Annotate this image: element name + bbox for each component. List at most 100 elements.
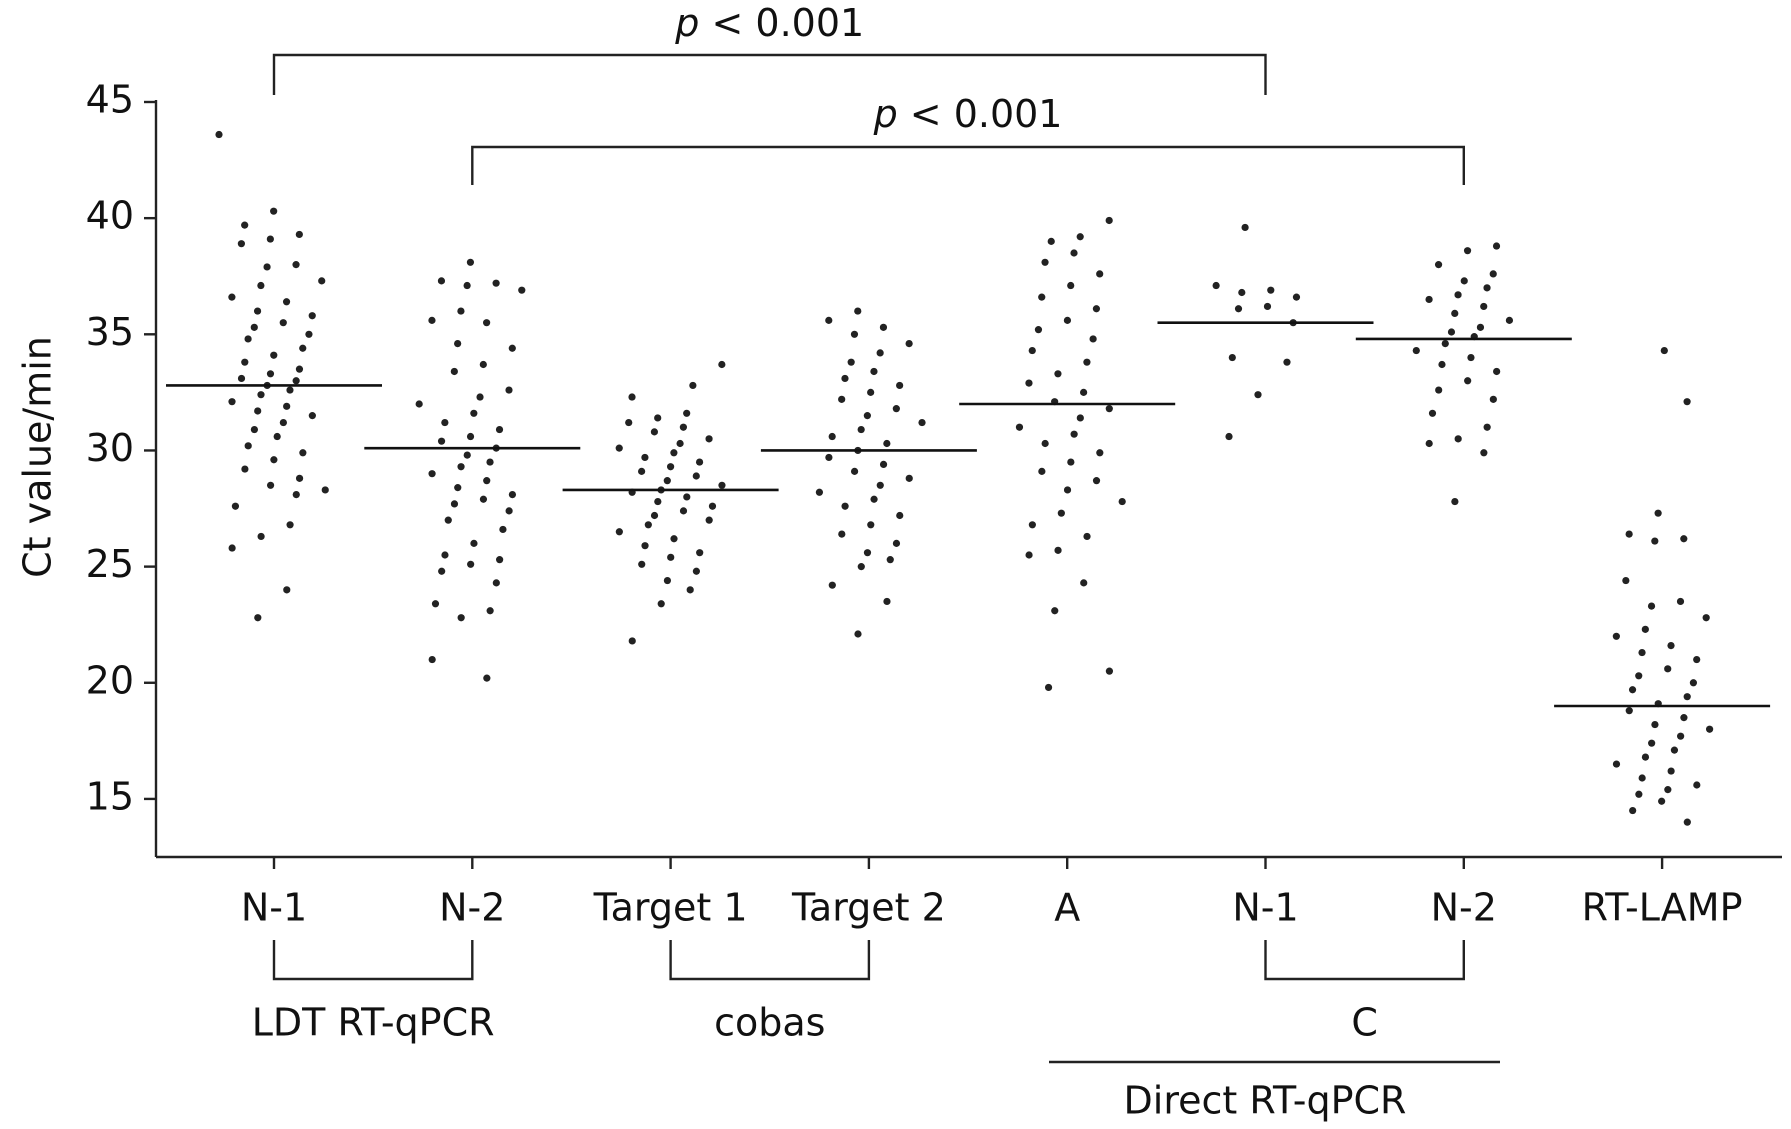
data-point <box>1092 477 1101 485</box>
data-point <box>695 458 704 466</box>
data-point <box>1505 316 1514 324</box>
data-point <box>1034 326 1043 334</box>
data-point <box>1483 284 1491 292</box>
data-point <box>670 449 678 457</box>
data-point <box>1083 532 1091 541</box>
data-point <box>867 388 875 396</box>
data-point <box>1625 707 1633 715</box>
data-point <box>650 428 659 436</box>
data-point <box>463 281 471 290</box>
data-point <box>273 432 281 441</box>
data-point <box>1638 648 1646 657</box>
data-point <box>292 377 300 385</box>
data-point <box>457 307 465 315</box>
data-point <box>1234 305 1243 313</box>
data-point <box>825 316 833 324</box>
data-point <box>692 472 700 480</box>
data-point <box>1028 521 1036 529</box>
data-point <box>444 516 452 524</box>
data-point <box>628 637 636 645</box>
data-point <box>496 556 504 564</box>
data-point <box>518 286 526 294</box>
data-point <box>1015 423 1024 431</box>
data-point <box>428 316 436 324</box>
data-point <box>1292 293 1301 301</box>
data-point <box>857 563 865 571</box>
data-point <box>892 405 900 413</box>
data-point <box>283 586 291 594</box>
data-point <box>286 521 294 529</box>
data-point <box>1683 818 1691 826</box>
data-point <box>1025 551 1033 559</box>
group-bracket <box>1264 940 1465 981</box>
data-point <box>644 521 652 529</box>
data-point <box>1080 388 1088 396</box>
data-point <box>215 130 223 139</box>
y-tick-label: 45 <box>86 78 134 122</box>
data-point <box>850 330 859 338</box>
x-tick-label: N-2 <box>439 886 505 930</box>
data-point <box>615 528 623 536</box>
data-point <box>454 484 462 492</box>
data-point <box>854 307 862 315</box>
data-point <box>705 516 713 524</box>
data-point <box>1625 530 1633 538</box>
data-point <box>838 395 846 403</box>
data-point <box>1080 579 1088 587</box>
data-point <box>1283 358 1291 366</box>
data-point <box>1628 686 1637 694</box>
data-point <box>266 481 275 489</box>
data-point <box>1702 614 1710 622</box>
data-point <box>1428 409 1437 417</box>
data-point <box>308 312 316 320</box>
data-point <box>1654 509 1662 517</box>
data-point <box>1463 247 1472 255</box>
data-point <box>1089 335 1097 343</box>
data-point <box>663 477 671 485</box>
data-point <box>1651 537 1659 545</box>
data-point <box>657 600 665 608</box>
data-point <box>1083 358 1091 366</box>
data-point <box>466 258 475 266</box>
data-point <box>428 470 436 478</box>
data-point <box>1464 377 1472 385</box>
data-point <box>250 323 258 331</box>
data-point <box>1267 286 1275 294</box>
data-point <box>228 544 236 552</box>
data-point <box>692 567 700 575</box>
data-point <box>641 453 649 462</box>
data-point <box>918 418 926 427</box>
significance-bracket <box>471 145 1465 185</box>
data-point <box>905 340 913 348</box>
data-point <box>438 567 446 575</box>
data-point <box>1476 323 1485 331</box>
data-point <box>1454 435 1462 443</box>
data-point <box>905 474 913 482</box>
data-point <box>228 293 236 301</box>
data-point <box>879 460 888 468</box>
data-point <box>863 412 871 420</box>
data-point <box>1629 806 1637 815</box>
significance-label: p < 0.001 <box>674 1 864 45</box>
data-point <box>254 407 262 415</box>
data-point <box>1641 753 1650 761</box>
data-point <box>718 481 726 489</box>
data-point <box>1651 720 1659 729</box>
data-point <box>667 463 675 471</box>
data-point <box>495 425 504 434</box>
data-point <box>1241 223 1249 232</box>
data-point <box>1254 391 1262 399</box>
data-point <box>1612 632 1620 640</box>
data-point <box>1076 233 1084 241</box>
data-point <box>1041 439 1049 448</box>
group-bracket <box>669 940 871 981</box>
data-point <box>663 576 672 585</box>
data-point <box>686 586 694 594</box>
data-point <box>479 495 488 503</box>
data-point <box>483 674 491 682</box>
data-point <box>467 560 475 568</box>
data-point <box>270 207 278 215</box>
data-point <box>683 493 691 501</box>
data-point <box>308 412 316 420</box>
